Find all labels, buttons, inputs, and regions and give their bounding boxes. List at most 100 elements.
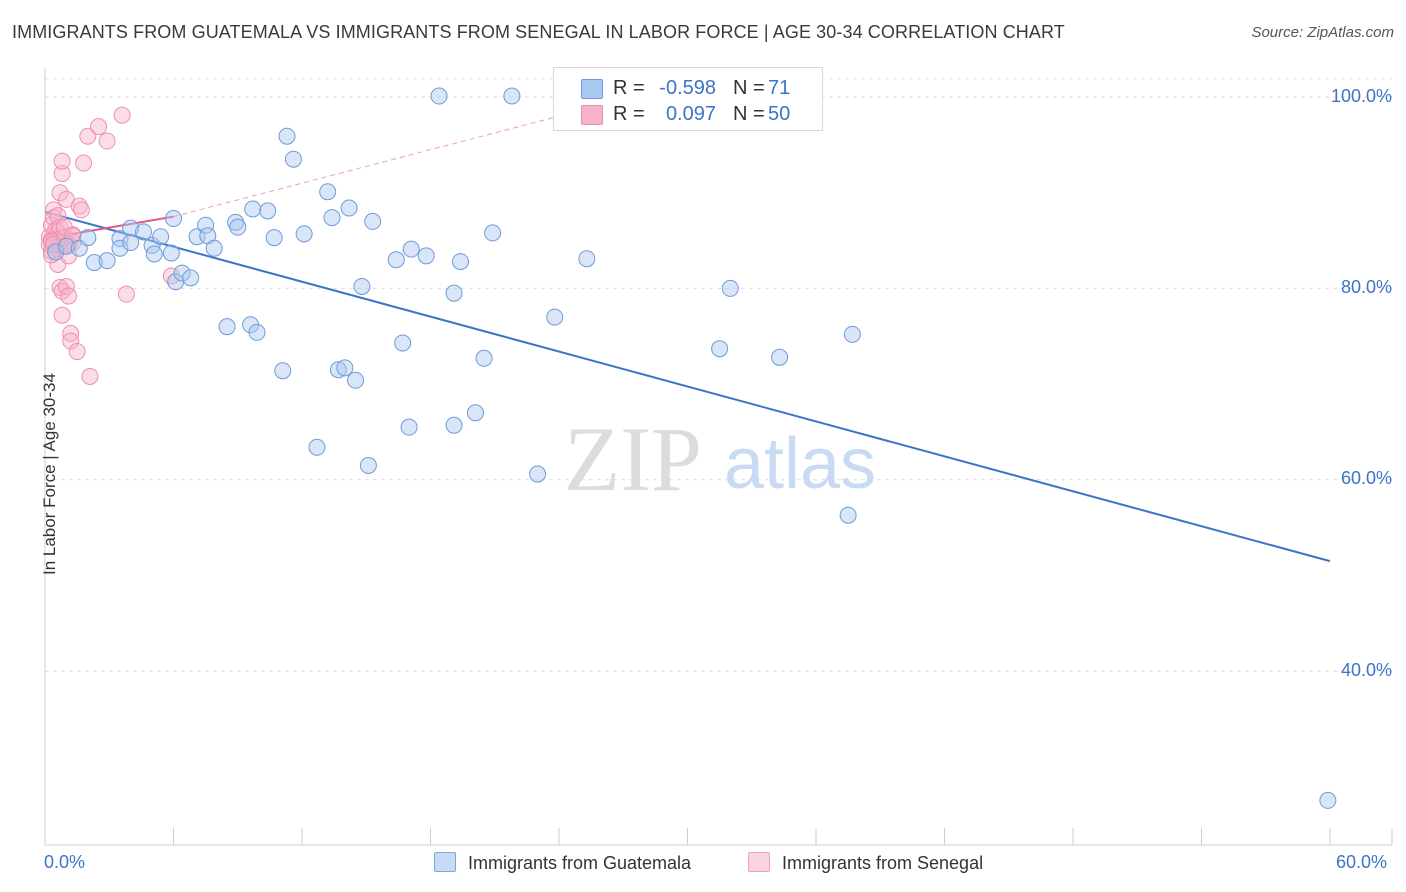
- legend-n-value: 50: [768, 103, 791, 125]
- trend-line-senegal-extension: [173, 115, 560, 218]
- point-guatemala: [122, 233, 140, 251]
- legend-n-value: 71: [768, 77, 791, 99]
- legend-n-label: N =: [733, 103, 765, 125]
- point-guatemala: [265, 229, 283, 247]
- legend-row-senegal: R = 0.097 N = 50: [554, 101, 822, 127]
- trend-line-guatemala: [44, 210, 1331, 563]
- point-guatemala: [278, 127, 296, 145]
- source-label: Source: ZipAtlas.com: [1251, 24, 1394, 41]
- point-guatemala: [323, 209, 341, 227]
- correlation-legend: R = -0.598 N = 71 R = 0.097 N = 50: [553, 67, 823, 131]
- bottom-legend-swatch-senegal: [748, 852, 770, 872]
- point-senegal: [51, 184, 69, 202]
- point-senegal: [113, 106, 131, 124]
- point-guatemala: [197, 216, 215, 234]
- point-senegal: [75, 154, 93, 172]
- point-guatemala: [295, 225, 313, 243]
- bottom-legend-swatch-guatemala: [434, 852, 456, 872]
- point-senegal: [98, 132, 116, 150]
- grid-layer: [45, 78, 1392, 672]
- y-tick-label-80: 80.0%: [1340, 277, 1392, 297]
- legend-swatch-senegal: [581, 105, 603, 125]
- point-senegal: [79, 127, 97, 145]
- point-guatemala: [205, 239, 223, 257]
- point-senegal: [53, 165, 71, 183]
- point-senegal: [72, 201, 90, 219]
- point-guatemala: [451, 253, 469, 271]
- point-guatemala: [839, 506, 857, 524]
- point-guatemala: [229, 218, 247, 236]
- legend-row-guatemala: R = -0.598 N = 71: [554, 75, 822, 101]
- point-guatemala: [111, 239, 129, 257]
- point-senegal: [90, 118, 108, 136]
- watermark-atlas: atlas: [724, 424, 876, 504]
- point-guatemala: [475, 349, 493, 367]
- point-guatemala: [98, 252, 116, 270]
- point-senegal: [53, 152, 71, 170]
- point-guatemala: [347, 371, 365, 389]
- legend-swatch-guatemala: [581, 79, 603, 99]
- axes-layer: [44, 68, 1393, 846]
- point-guatemala: [1319, 791, 1337, 809]
- point-guatemala: [503, 87, 521, 105]
- point-guatemala: [47, 243, 65, 261]
- point-senegal: [68, 343, 86, 361]
- y-tick-label-60: 60.0%: [1340, 468, 1392, 488]
- point-guatemala: [122, 219, 140, 237]
- point-senegal: [55, 218, 73, 236]
- point-guatemala: [135, 223, 153, 241]
- point-guatemala: [359, 456, 377, 474]
- point-guatemala: [771, 348, 789, 366]
- legend-n-label: N =: [733, 77, 765, 99]
- point-guatemala: [340, 199, 358, 217]
- point-guatemala: [329, 361, 347, 379]
- point-senegal: [53, 306, 71, 324]
- point-guatemala: [394, 334, 412, 352]
- bottom-legend-label-senegal: Immigrants from Senegal: [782, 853, 984, 873]
- watermark: ZIP atlas: [564, 408, 876, 510]
- x-tick-label-max: 60.0%: [1336, 852, 1388, 872]
- point-guatemala: [111, 230, 129, 248]
- point-senegal: [60, 287, 78, 305]
- point-guatemala: [145, 245, 163, 263]
- point-guatemala: [152, 228, 170, 246]
- legend-r-label: R =: [613, 77, 645, 99]
- legend-r-value: -0.598: [659, 77, 716, 99]
- point-guatemala: [546, 308, 564, 326]
- legend-r-label: R =: [613, 103, 645, 125]
- point-guatemala: [308, 438, 326, 456]
- y-tick-label-40: 40.0%: [1340, 660, 1392, 680]
- point-guatemala: [843, 325, 861, 343]
- point-guatemala: [284, 150, 302, 168]
- point-guatemala: [430, 87, 448, 105]
- point-guatemala: [274, 362, 292, 380]
- point-guatemala: [721, 279, 739, 297]
- point-guatemala: [336, 359, 354, 377]
- point-guatemala: [162, 244, 180, 262]
- bottom-legend-label-guatemala: Immigrants from Guatemala: [468, 853, 692, 873]
- point-guatemala: [319, 183, 337, 201]
- point-senegal: [81, 367, 99, 385]
- legend-r-value: 0.097: [665, 103, 716, 125]
- point-guatemala: [182, 269, 200, 287]
- point-guatemala: [445, 284, 463, 302]
- point-guatemala: [711, 340, 729, 358]
- point-senegal: [62, 332, 80, 350]
- point-guatemala: [248, 323, 266, 341]
- y-axis-label: In Labor Force | Age 30-34: [40, 373, 59, 575]
- point-senegal: [117, 285, 135, 303]
- point-guatemala: [466, 404, 484, 422]
- bottom-legend-guatemala: Immigrants from Guatemala: [434, 852, 691, 874]
- point-guatemala: [353, 277, 371, 295]
- point-guatemala: [244, 200, 262, 218]
- point-guatemala: [173, 264, 191, 282]
- point-guatemala: [445, 416, 463, 434]
- point-guatemala: [484, 224, 502, 242]
- x-tick-label-min: 0.0%: [44, 852, 86, 872]
- point-guatemala: [387, 251, 405, 269]
- point-guatemala: [57, 237, 75, 255]
- chart-title: IMMIGRANTS FROM GUATEMALA VS IMMIGRANTS …: [12, 22, 1065, 42]
- point-guatemala: [259, 202, 277, 220]
- point-guatemala: [79, 229, 97, 247]
- y-tick-label-100: 100.0%: [1330, 86, 1392, 106]
